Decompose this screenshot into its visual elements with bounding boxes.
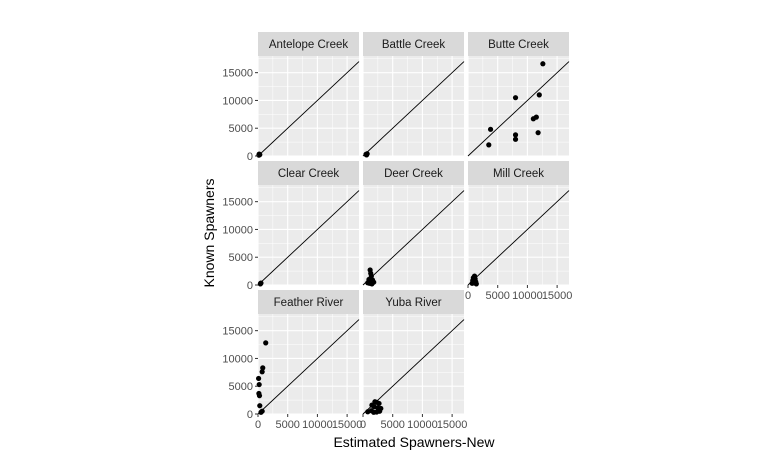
- data-point: [259, 369, 265, 375]
- data-point: [365, 409, 371, 415]
- facet-strip: [468, 161, 569, 185]
- y-tick-label: 15000: [222, 197, 253, 209]
- data-point: [540, 61, 546, 67]
- data-point: [473, 281, 479, 287]
- y-tick-label: 5000: [229, 252, 253, 264]
- data-point: [535, 130, 541, 136]
- data-point: [260, 365, 266, 371]
- y-tick-label: 0: [247, 409, 253, 421]
- data-point: [255, 375, 262, 382]
- panel-background: [258, 185, 359, 285]
- panel-background: [258, 56, 359, 156]
- facet-strip: [363, 161, 464, 185]
- facet-panel: Battle Creek: [362, 32, 465, 158]
- facet-strip: [363, 32, 464, 56]
- facet-panel: Butte Creek: [467, 32, 570, 157]
- data-point: [469, 280, 475, 286]
- panel-background: [468, 185, 569, 285]
- data-point: [376, 400, 382, 407]
- data-point: [486, 142, 492, 148]
- y-tick-label: 10000: [222, 95, 253, 107]
- facet-strip: [258, 161, 359, 185]
- data-point: [259, 408, 265, 414]
- facet-panel: Mill Creek 0 5000 10000 15000: [465, 161, 572, 302]
- x-tick-label: 10000: [512, 290, 543, 302]
- panel-background: [363, 314, 464, 414]
- data-point: [369, 281, 375, 287]
- x-tick-label: 10000: [407, 419, 438, 431]
- data-point: [533, 114, 539, 120]
- data-point: [257, 403, 263, 409]
- facet-strip-label: Antelope Creek: [269, 39, 349, 51]
- x-tick-label: 5000: [380, 419, 404, 431]
- facet-strip-label: Battle Creek: [382, 39, 446, 51]
- data-point: [256, 151, 262, 157]
- facet-strip-label: Butte Creek: [488, 39, 549, 51]
- panel-background: [363, 56, 464, 156]
- facet-strip: [468, 32, 569, 56]
- x-tick-label: 5000: [275, 419, 299, 431]
- y-tick-label: 5000: [229, 381, 253, 393]
- reference-line: [257, 61, 360, 157]
- facet-strip-label: Feather River: [274, 297, 344, 309]
- x-tick-label: 5000: [485, 290, 509, 302]
- reference-line: [257, 319, 360, 415]
- x-tick-label: 15000: [542, 290, 573, 302]
- reference-line: [467, 61, 570, 157]
- facet-strip-label: Deer Creek: [384, 168, 443, 180]
- data-point: [374, 409, 380, 415]
- panel-background: [258, 314, 359, 414]
- facet-strip: [258, 290, 359, 314]
- y-tick-label: 0: [247, 280, 253, 292]
- y-tick-label: 15000: [222, 326, 253, 338]
- data-point: [256, 393, 263, 399]
- reference-line: [362, 61, 465, 157]
- data-point: [363, 152, 370, 158]
- data-point: [512, 136, 519, 142]
- y-axis-title: Known Spawners: [201, 179, 217, 288]
- x-tick-label: 0: [255, 419, 261, 431]
- facet-panel: Deer Creek: [362, 161, 465, 287]
- panel-background: [363, 185, 464, 285]
- x-tick-label: 10000: [302, 419, 333, 431]
- x-tick-label: 15000: [332, 419, 363, 431]
- data-point: [512, 95, 519, 101]
- data-point: [512, 132, 519, 138]
- facet-strip: [363, 290, 464, 314]
- x-tick-label: 0: [360, 419, 366, 431]
- facet-panel: Yuba River 0 5000 10000 15000: [360, 290, 467, 431]
- facet-strip: [258, 32, 359, 56]
- reference-line: [362, 190, 465, 286]
- data-point: [258, 280, 264, 286]
- facet-panel: Clear Creek 0 5000 10000 15000: [222, 161, 360, 292]
- x-axis-title: Estimated Spawners-New: [333, 434, 495, 450]
- facet-strip-label: Yuba River: [385, 297, 441, 309]
- data-point: [487, 126, 494, 132]
- x-tick-label: 0: [465, 290, 471, 302]
- y-tick-label: 0: [247, 151, 253, 163]
- reference-line: [257, 190, 360, 286]
- data-point: [536, 92, 542, 98]
- y-tick-label: 5000: [229, 123, 253, 135]
- y-tick-label: 15000: [222, 68, 253, 80]
- x-tick-label: 15000: [437, 419, 468, 431]
- facet-strip-label: Clear Creek: [278, 168, 340, 180]
- y-tick-label: 10000: [222, 224, 253, 236]
- facet-panel: Antelope Creek 0 5000 10000 15000: [222, 32, 360, 163]
- reference-line: [362, 319, 465, 415]
- data-point: [263, 340, 269, 346]
- panel-background: [468, 56, 569, 156]
- y-tick-label: 10000: [222, 353, 253, 365]
- reference-line: [467, 190, 570, 286]
- facet-strip-label: Mill Creek: [493, 168, 544, 180]
